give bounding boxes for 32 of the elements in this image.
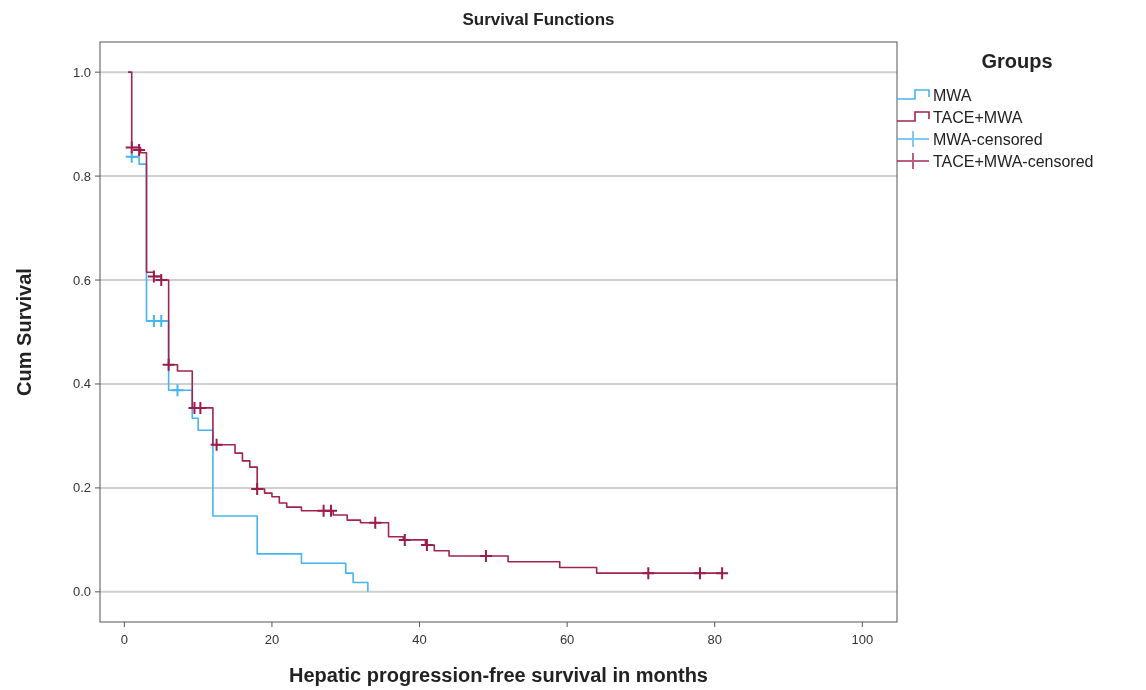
legend-label: MWA-censored <box>933 131 1043 148</box>
point <box>250 481 265 496</box>
y-tick-label: 0.0 <box>72 584 91 600</box>
point <box>161 357 176 372</box>
point <box>397 532 412 547</box>
legend-label: TACE+MWA <box>933 109 1023 126</box>
point <box>715 566 730 581</box>
y-tick-label: 0.2 <box>72 480 91 496</box>
point <box>478 549 493 563</box>
point <box>692 566 707 581</box>
x-tick-label: 40 <box>412 632 427 647</box>
y-tick-label: 1.0 <box>72 64 91 80</box>
legend-label: MWA <box>933 87 972 104</box>
legend-title: Groups <box>981 50 1053 72</box>
x-axis-title: Hepatic progression-free survival in months <box>289 664 708 686</box>
y-tick-label: 0.6 <box>72 272 91 288</box>
x-tick-label: 100 <box>851 632 874 647</box>
x-tick-label: 0 <box>120 632 128 647</box>
point <box>368 515 383 530</box>
point <box>323 503 338 518</box>
point <box>641 566 656 581</box>
point <box>170 383 185 398</box>
x-tick-label: 80 <box>707 632 722 647</box>
legend-label: TACE+MWA-censored <box>933 153 1094 170</box>
x-tick-label: 60 <box>559 632 575 647</box>
point <box>419 538 434 553</box>
chart-title: Survival Functions <box>462 10 615 29</box>
y-axis-title: Cum Survival <box>13 268 35 396</box>
y-tick-label: 0.4 <box>72 376 91 392</box>
y-tick-label: 0.8 <box>72 168 91 184</box>
point <box>209 437 224 452</box>
x-tick-label: 20 <box>264 632 280 647</box>
